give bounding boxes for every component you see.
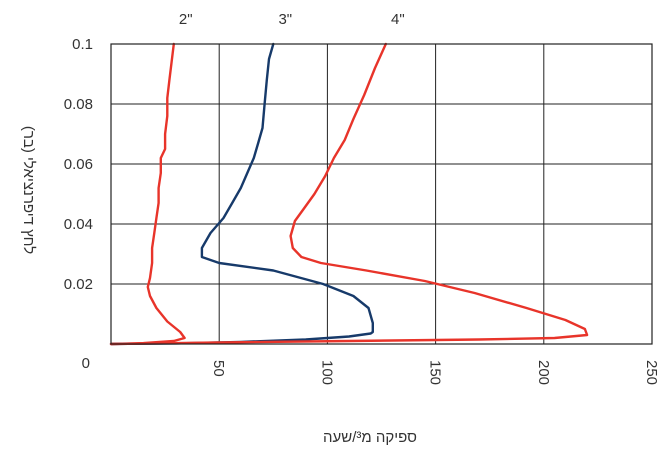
x-axis-ticks: 50 100 150 200 250 bbox=[210, 360, 660, 385]
series-line bbox=[109, 42, 374, 346]
series-line bbox=[109, 42, 186, 346]
series-label: 4" bbox=[391, 11, 405, 28]
y-tick-label: 0.1 bbox=[72, 36, 93, 53]
y-axis-ticks: 0 0.02 0.04 0.06 0.08 0.1 bbox=[64, 36, 93, 372]
y-tick-label: 0.06 bbox=[64, 156, 93, 173]
plot-frame bbox=[110, 43, 653, 345]
x-tick-label: 250 bbox=[643, 360, 660, 385]
y-tick-label: 0.08 bbox=[64, 96, 93, 113]
series-labels: 2" 3" 4" bbox=[179, 11, 405, 28]
x-tick-label: 50 bbox=[210, 360, 227, 377]
series-lines bbox=[109, 42, 589, 346]
y-tick-label: 0.04 bbox=[64, 216, 93, 233]
y-axis-label: לחץ דיפרנציאלי (בר) bbox=[20, 126, 37, 254]
x-axis-label: ספיקה מ³/שעה bbox=[323, 429, 417, 446]
series-label: 3" bbox=[278, 11, 292, 28]
y-tick-label: 0 bbox=[82, 355, 90, 372]
grid bbox=[111, 44, 652, 344]
x-tick-label: 100 bbox=[318, 360, 335, 385]
x-tick-label: 200 bbox=[535, 360, 552, 385]
series-label: 2" bbox=[179, 11, 193, 28]
series-line bbox=[109, 42, 589, 346]
x-tick-label: 150 bbox=[427, 360, 444, 385]
y-tick-label: 0.02 bbox=[64, 276, 93, 293]
